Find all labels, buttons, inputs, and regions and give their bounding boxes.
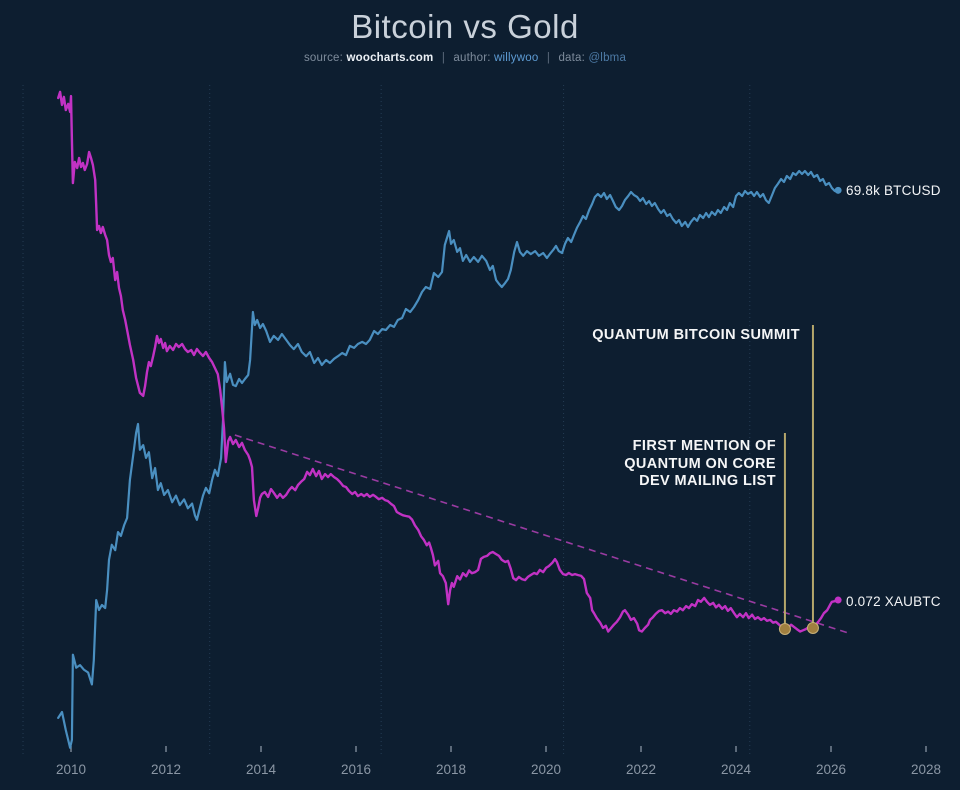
- x-axis-tick-label: 2016: [341, 762, 371, 777]
- x-axis-tick-label: 2010: [56, 762, 86, 777]
- x-axis-tick-label: 2028: [911, 762, 941, 777]
- xaubtc-end-label: 0.072 XAUBTC: [846, 594, 941, 609]
- annotation-line-1: FIRST MENTION OF: [632, 438, 776, 454]
- x-axis-tick-label: 2012: [151, 762, 181, 777]
- x-axis-tick-label: 2018: [436, 762, 466, 777]
- x-axis-tick-label: 2014: [246, 762, 277, 777]
- separator: |: [441, 52, 446, 64]
- author-link[interactable]: willywoo: [494, 52, 539, 64]
- data-label: data:: [558, 52, 586, 64]
- annotation-line-2: QUANTUM ON CORE: [624, 455, 776, 472]
- btcusd-end-label: 69.8k BTCUSD: [846, 183, 941, 198]
- xaubtc-line: [57, 90, 840, 633]
- x-axis-tick-label: 2024: [721, 762, 752, 777]
- data-source-link[interactable]: @lbma: [588, 52, 627, 64]
- annotation-line-3: DEV MAILING LIST: [639, 473, 776, 489]
- chart-source-line: source: woocharts.com | author: willywoo…: [0, 52, 930, 64]
- x-axis-tick-label: 2022: [626, 762, 656, 777]
- btcusd-end-dot: [834, 186, 842, 194]
- separator: |: [546, 52, 551, 64]
- x-axis-tick-label: 2020: [531, 762, 561, 777]
- source-label: source:: [303, 52, 344, 64]
- btcusd-line: [57, 169, 840, 749]
- source-link[interactable]: woocharts.com: [346, 52, 434, 64]
- x-axis-tick-label: 2026: [816, 762, 846, 777]
- event-marker-icon: [806, 622, 819, 634]
- chart-header: Bitcoin vs Gold source: woocharts.com | …: [0, 0, 930, 64]
- annotation-quantum-bitcoin-summit: QUANTUM BITCOIN SUMMIT: [592, 327, 800, 343]
- author-label: author:: [453, 52, 491, 64]
- page-title: Bitcoin vs Gold: [351, 8, 579, 45]
- event-marker-icon: [778, 623, 791, 635]
- xaubtc-end-dot: [834, 596, 842, 604]
- annotation-first-mention-quantum: FIRST MENTION OF QUANTUM ON CORE DEV MAI…: [576, 438, 776, 491]
